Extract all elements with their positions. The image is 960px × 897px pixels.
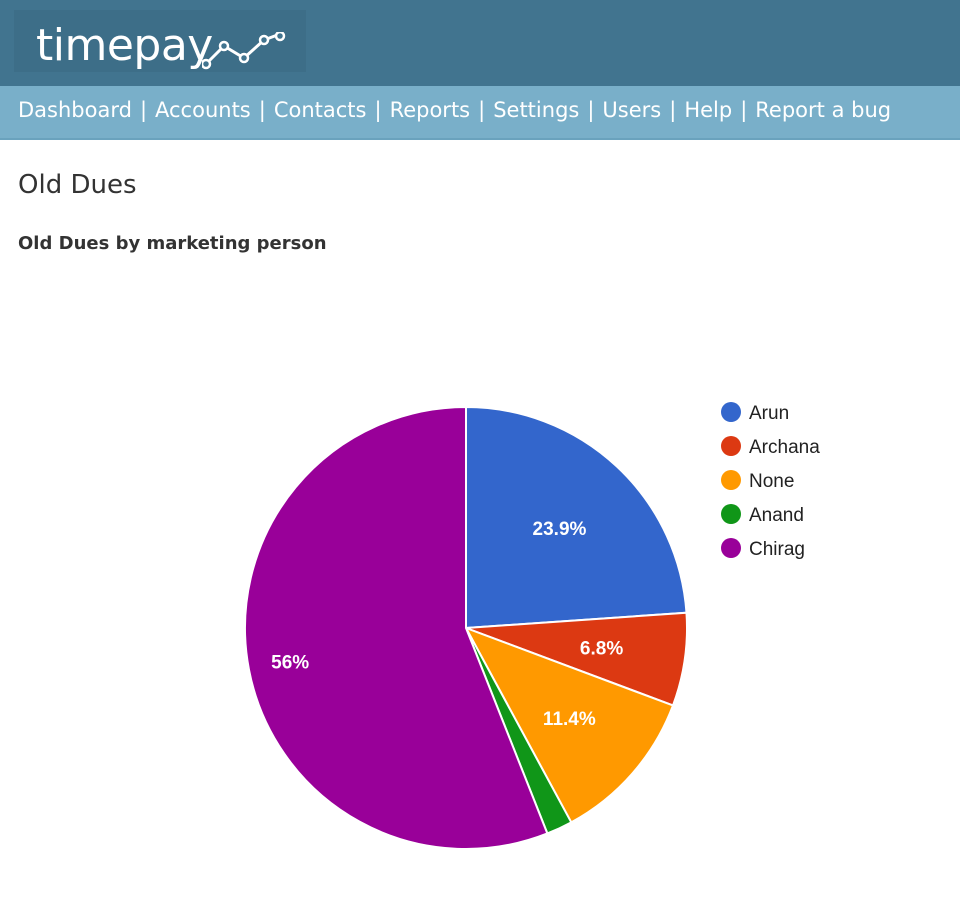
nav-separator: |	[374, 98, 382, 122]
legend-marker-none	[721, 470, 741, 490]
nav-separator: |	[740, 98, 748, 122]
pie-slice-chirag[interactable]	[244, 405, 549, 850]
legend-marker-archana	[721, 436, 741, 456]
app-header: timepay	[0, 0, 960, 86]
legend-label-arun[interactable]: Arun	[749, 403, 789, 424]
main-nav: Dashboard | Accounts | Contacts | Report…	[0, 86, 960, 140]
nav-users[interactable]: Users	[602, 98, 662, 122]
nav-contacts[interactable]: Contacts	[273, 98, 367, 122]
nav-accounts[interactable]: Accounts	[155, 98, 251, 122]
legend-marker-arun	[721, 402, 741, 422]
slice-label-chirag: 56%	[271, 653, 309, 674]
nav-separator: |	[669, 98, 677, 122]
nav-settings[interactable]: Settings	[493, 98, 580, 122]
slice-label-none: 11.4%	[543, 709, 596, 730]
nav-report-a-bug[interactable]: Report a bug	[755, 98, 892, 122]
nav-reports[interactable]: Reports	[389, 98, 471, 122]
legend-marker-chirag	[721, 538, 741, 558]
chart-title: Old Dues by marketing person	[18, 233, 327, 254]
logo[interactable]: timepay	[14, 10, 306, 72]
logo-text: timepay	[36, 20, 213, 71]
nav-separator: |	[587, 98, 595, 122]
legend-label-anand[interactable]: Anand	[749, 505, 804, 526]
slice-label-archana: 6.8%	[580, 639, 623, 660]
pie-slice-none[interactable]	[463, 626, 675, 824]
page-title: Old Dues	[18, 170, 137, 200]
nav-list: Dashboard | Accounts | Contacts | Report…	[18, 98, 891, 122]
legend-label-none[interactable]: None	[749, 471, 794, 492]
nav-separator: |	[139, 98, 148, 122]
legend-label-archana[interactable]: Archana	[749, 437, 820, 458]
legend-marker-anand	[721, 504, 741, 524]
slice-label-arun: 23.9%	[533, 519, 587, 540]
nav-separator: |	[258, 98, 266, 122]
nav-dashboard[interactable]: Dashboard	[18, 98, 132, 122]
nav-help[interactable]: Help	[684, 98, 733, 122]
graph-logo-icon	[202, 32, 286, 70]
pie-slice-arun[interactable]	[465, 405, 688, 630]
legend-label-chirag[interactable]: Chirag	[749, 539, 805, 560]
nav-separator: |	[478, 98, 486, 122]
